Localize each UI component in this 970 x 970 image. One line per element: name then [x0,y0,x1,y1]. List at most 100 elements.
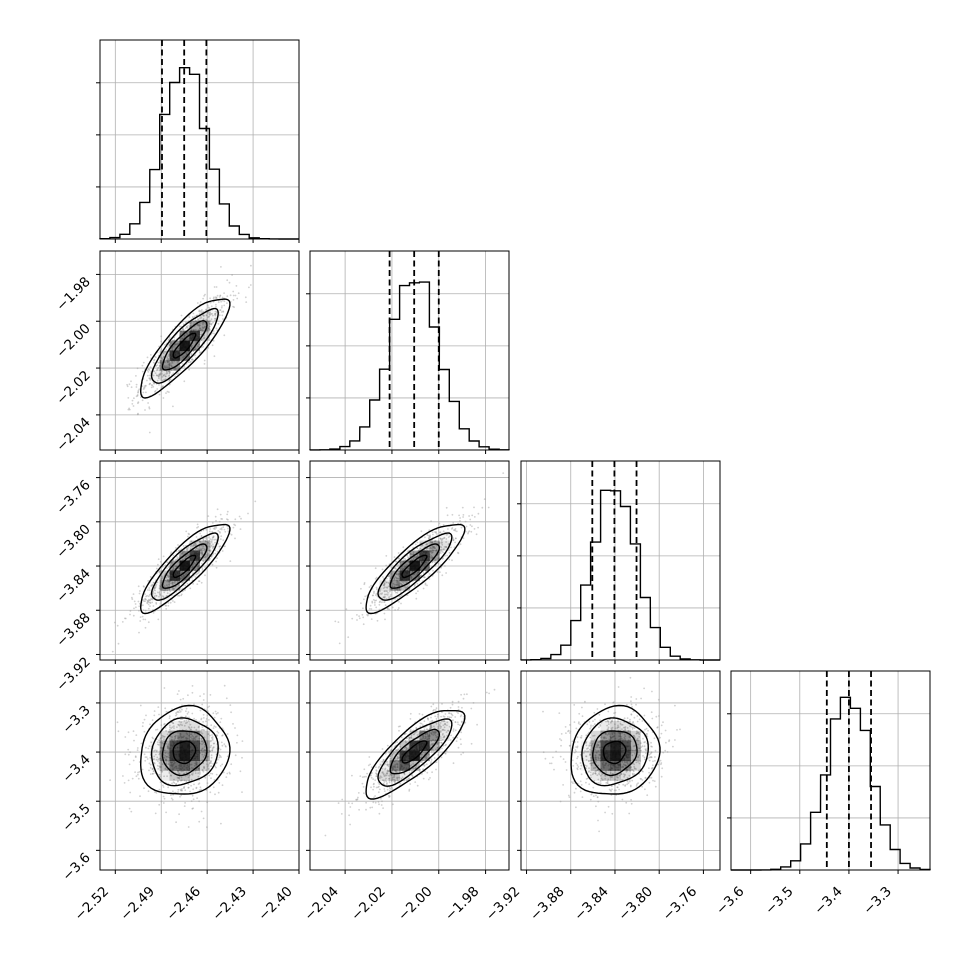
scatter-point [212,535,215,538]
scatter-point [210,744,213,747]
scatter-point [378,765,380,768]
scatter-point [221,763,224,766]
scatter-point [203,315,205,317]
scatter-point [385,593,388,596]
scatter-point [202,322,204,324]
scatter-point [165,811,168,814]
scatter-point [196,730,199,733]
scatter-point [200,535,203,538]
scatter-point [214,726,217,728]
scatter-point [151,768,154,770]
scatter-point [213,545,215,548]
scatter-point [140,396,142,399]
scatter-point [379,592,382,595]
scatter-point [208,705,211,708]
scatter-point [168,566,170,569]
scatter-point [160,348,163,351]
scatter-point [187,786,190,789]
scatter-point [214,313,217,315]
scatter-point [189,728,192,731]
scatter-point [406,580,408,583]
scatter-point [158,571,161,574]
scatter-point [161,587,164,590]
scatter-point [176,342,179,345]
scatter-point [381,592,383,595]
scatter-point [173,345,176,347]
scatter-point [643,714,646,717]
scatter-point [156,368,159,371]
scatter-point [385,590,387,592]
scatter-point [427,737,430,740]
scatter-point [137,773,139,776]
scatter-point [416,582,419,585]
scatter-point [451,559,453,562]
scatter-point [386,769,389,772]
scatter-point [445,743,447,746]
scatter-point [206,782,209,784]
scatter-point [191,685,194,687]
scatter-point [223,743,226,745]
scatter-point [427,735,430,738]
scatter-point [596,796,599,798]
scatter-point [373,590,375,593]
scatter-point [179,365,182,368]
scatter-point [195,719,197,721]
scatter-point [195,319,197,322]
scatter-point [142,721,144,724]
scatter-point [206,801,209,804]
scatter-point [147,589,149,591]
scatter-point [397,607,400,609]
scatter-point [416,572,419,574]
scatter-point [176,581,179,584]
scatter-point [415,727,418,730]
scatter-point [392,752,395,755]
scatter-point [452,537,454,539]
scatter-point [150,741,153,744]
scatter-point [394,769,397,772]
scatter-point [195,573,198,576]
scatter-point [179,577,182,580]
scatter-point [202,314,204,317]
scatter-point [191,794,194,797]
scatter-point [218,530,221,533]
scatter-point [209,791,212,794]
scatter-point [395,591,397,594]
scatter-point [420,574,422,577]
scatter-point [468,515,470,517]
scatter-point [428,735,430,738]
scatter-point [211,737,214,740]
scatter-point [386,763,389,766]
scatter-point [377,766,380,769]
scatter-point [166,755,168,758]
scatter-point [201,748,203,750]
scatter-point [183,724,186,727]
scatter-point [435,549,438,552]
scatter-point [146,602,149,604]
scatter-point [456,736,459,739]
scatter-point [449,739,452,741]
scatter-point [166,366,169,369]
scatter-point [383,601,385,603]
scatter-point [177,776,180,779]
scatter-point [660,724,663,727]
scatter-point [213,716,216,719]
scatter-point [397,584,400,587]
scatter-point [156,367,159,370]
scatter-point [196,560,198,563]
scatter-point [429,551,432,553]
scatter-point [382,779,385,782]
scatter-point [148,769,150,772]
scatter-point [219,765,222,767]
scatter-point [178,567,180,570]
scatter-point [383,583,386,585]
scatter-point [430,520,432,522]
scatter-point [142,388,145,391]
scatter-point [188,716,190,719]
scatter-point [136,394,139,396]
scatter-point [197,572,200,574]
scatter-point [191,358,194,361]
scatter-point [181,552,184,555]
scatter-point [396,741,398,743]
scatter-point [433,725,435,728]
scatter-point [186,712,189,715]
